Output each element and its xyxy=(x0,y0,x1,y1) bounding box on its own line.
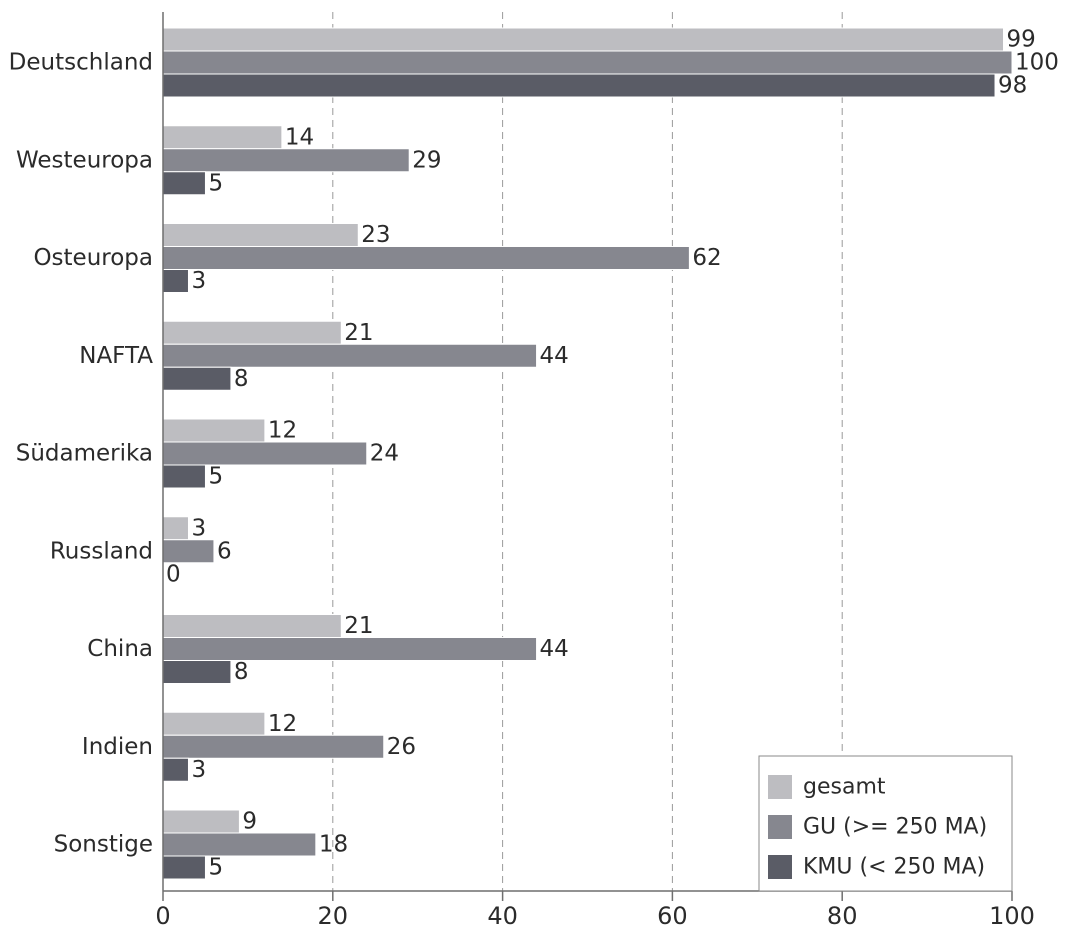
value-label: 6 xyxy=(217,538,232,564)
legend-box xyxy=(758,755,1013,892)
legend: gesamt GU (>= 250 MA) KMU (< 250 MA) xyxy=(758,755,1013,892)
category-label: China xyxy=(87,636,153,662)
x-tick-label: 100 xyxy=(989,902,1035,930)
category-label: Sonstige xyxy=(54,832,153,858)
value-label: 24 xyxy=(370,441,399,467)
category-label: Indien xyxy=(82,734,153,760)
x-tick-label: 20 xyxy=(318,902,349,930)
bar xyxy=(162,809,240,834)
x-tick-label: 40 xyxy=(487,902,518,930)
value-label: 98 xyxy=(998,73,1027,99)
x-tick-label: 0 xyxy=(155,902,170,930)
legend-label: GU (>= 250 MA) xyxy=(803,815,987,840)
category-label: Deutschland xyxy=(9,50,153,76)
bar xyxy=(162,171,206,196)
bar xyxy=(162,27,1005,52)
bar xyxy=(162,50,1013,75)
value-label: 5 xyxy=(208,855,223,881)
category-label: Osteuropa xyxy=(33,245,153,271)
value-label: 8 xyxy=(234,659,249,685)
bar xyxy=(162,366,232,391)
legend-label: gesamt xyxy=(803,775,886,800)
x-tick-label: 60 xyxy=(657,902,688,930)
value-label: 26 xyxy=(387,734,416,760)
value-label: 14 xyxy=(285,124,314,150)
value-label: 23 xyxy=(361,222,390,248)
category-label: Russland xyxy=(50,538,153,564)
value-label: 8 xyxy=(234,366,249,392)
category-label: Westeuropa xyxy=(16,147,153,173)
value-label: 62 xyxy=(692,245,721,271)
bar xyxy=(162,660,232,684)
bar xyxy=(162,148,410,173)
value-label: 29 xyxy=(412,147,441,173)
bars xyxy=(162,27,1013,880)
value-label: 18 xyxy=(319,832,348,858)
legend-swatch xyxy=(768,855,792,879)
bar xyxy=(162,734,385,759)
bar xyxy=(162,418,266,443)
x-tick-labels: 0 20 40 60 80 100 xyxy=(155,902,1035,930)
bar xyxy=(162,855,206,880)
legend-label: KMU (< 250 MA) xyxy=(803,855,985,880)
value-label: 44 xyxy=(540,343,569,369)
bar xyxy=(162,832,317,857)
legend-swatch xyxy=(768,815,792,839)
value-label: 100 xyxy=(1015,50,1059,76)
bar xyxy=(162,539,215,564)
value-label: 21 xyxy=(344,613,373,639)
bar xyxy=(162,269,189,293)
bar xyxy=(162,246,690,270)
value-label: 99 xyxy=(1007,27,1036,53)
bar xyxy=(162,125,283,150)
bar xyxy=(162,614,342,638)
category-labels: Deutschland Westeuropa Osteuropa NAFTA Südam… xyxy=(9,50,154,858)
value-label: 0 xyxy=(166,561,181,587)
value-label: 5 xyxy=(208,464,223,490)
value-label: 3 xyxy=(191,268,206,294)
bar xyxy=(162,464,206,489)
value-label: 3 xyxy=(191,757,206,783)
value-label: 3 xyxy=(191,515,206,541)
value-label: 5 xyxy=(208,170,223,196)
value-label: 12 xyxy=(268,711,297,737)
bar xyxy=(162,223,359,247)
value-label: 9 xyxy=(242,809,257,835)
bar xyxy=(162,73,996,98)
bar xyxy=(162,711,266,736)
bar xyxy=(162,320,342,345)
bar xyxy=(162,343,538,368)
value-labels: 9910098142952362321448122453602144812263… xyxy=(166,27,1059,881)
legend-swatch xyxy=(768,775,792,799)
bar xyxy=(162,441,368,466)
value-label: 44 xyxy=(540,636,569,662)
category-label: Südamerika xyxy=(16,441,153,467)
category-label: NAFTA xyxy=(79,343,153,369)
bar xyxy=(162,637,538,661)
bar xyxy=(162,516,189,541)
x-tick-label: 80 xyxy=(827,902,858,930)
value-label: 21 xyxy=(344,320,373,346)
bar xyxy=(162,757,189,782)
value-label: 12 xyxy=(268,418,297,444)
